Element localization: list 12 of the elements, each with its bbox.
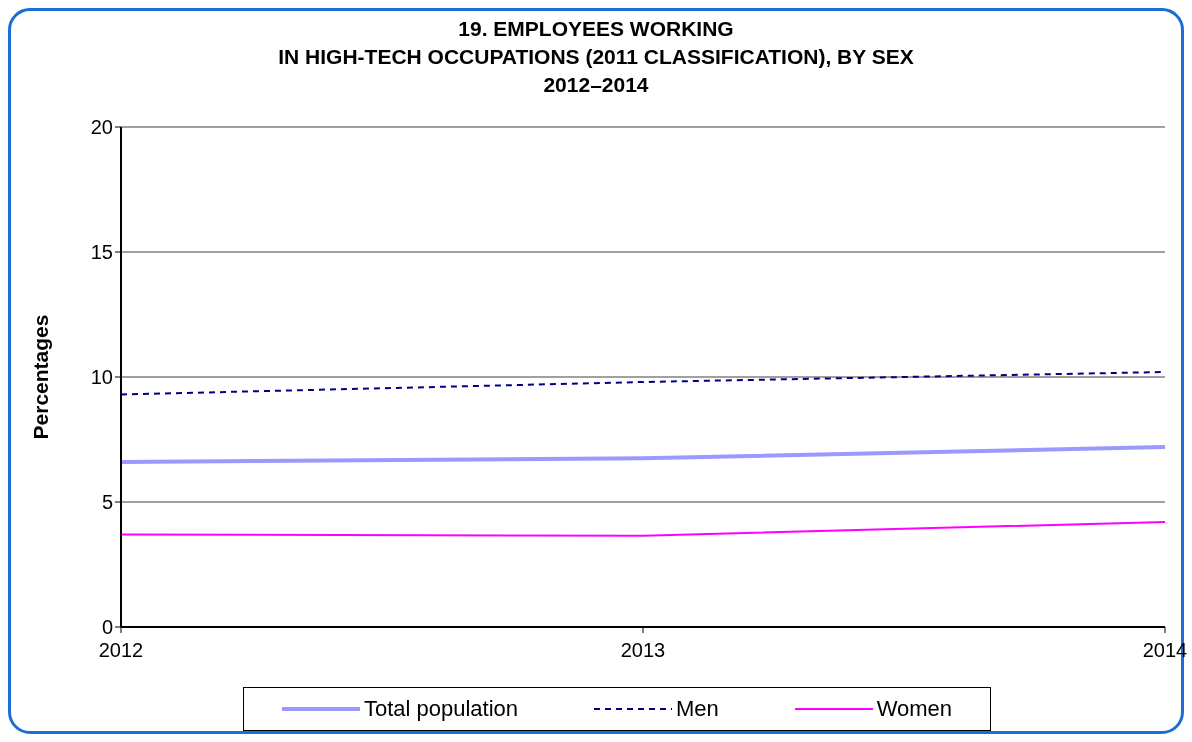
legend-label: Men: [675, 696, 719, 722]
chart-title: 19. EMPLOYEES WORKING IN HIGH-TECH OCCUPATIONS (2011 CLASSIFICATION), BY SEX 2012–2014: [277, 16, 915, 98]
legend-label: Total population: [363, 696, 519, 722]
y-tick-label: 5: [101, 491, 113, 514]
y-axis-title: Percentages: [29, 314, 53, 440]
y-tick-label: 20: [90, 116, 113, 139]
x-tick-label: 2013: [620, 639, 666, 662]
y-tick-label: 0: [101, 616, 113, 639]
y-tick-label: 10: [90, 366, 113, 389]
y-tick-label: 15: [90, 241, 113, 264]
x-tick-label: 2012: [98, 639, 144, 662]
legend-label: Women: [876, 696, 953, 722]
